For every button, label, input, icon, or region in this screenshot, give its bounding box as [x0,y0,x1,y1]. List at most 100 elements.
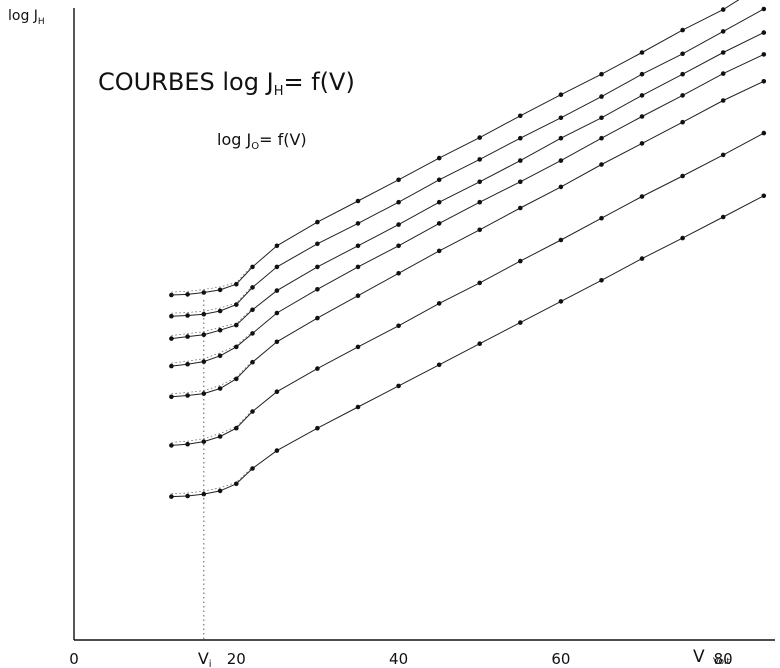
data-point [250,331,255,336]
data-point [250,285,255,290]
x-tick-label: 0 [69,650,79,668]
data-point [720,29,726,34]
data-point [217,386,223,391]
data-point [396,177,401,183]
data-point [250,359,255,365]
data-point [436,221,442,226]
series-line [171,53,765,367]
data-point [680,173,685,179]
data-point [599,94,604,99]
data-point [169,494,174,499]
data-point [680,93,685,98]
data-point [169,336,174,341]
data-point [477,179,483,185]
data-point [234,281,239,287]
data-point [201,391,207,396]
data-point [558,135,564,141]
data-point [234,425,239,431]
data-point [355,264,361,270]
data-point [185,334,190,339]
series-group [169,0,767,499]
data-point [355,344,361,350]
data-point [217,287,223,293]
vi-annotation: Vi [198,649,212,668]
data-point [274,339,280,345]
data-point [477,157,483,162]
data-point [518,179,523,185]
data-point [599,115,604,121]
data-point [185,292,190,297]
data-point [234,344,239,350]
data-point [315,241,320,247]
data-point [274,264,280,270]
data-point [169,313,174,319]
series-line-dotted [171,265,253,293]
data-point [436,362,442,368]
data-point [185,361,190,367]
data-point [518,158,523,163]
data-point [599,162,604,167]
data-point [518,320,523,325]
data-point [234,322,239,328]
data-point [761,130,767,136]
data-point [599,135,604,141]
y-axis-label: log JH [8,8,45,27]
data-point [201,311,207,317]
data-point [680,119,685,125]
data-point [558,184,564,190]
data-point [315,219,320,225]
series-line-dotted [171,331,253,364]
x-axis-unit: Volt [713,657,730,667]
data-point [274,288,280,293]
data-point [169,394,174,400]
data-point [234,302,239,307]
data-point [201,439,207,444]
data-point [436,199,442,205]
data-point [274,389,280,395]
data-point [720,214,726,220]
data-point [720,152,726,158]
x-tick-label: 80 [714,650,733,668]
data-point [234,376,239,382]
data-point [185,393,190,398]
data-point [396,383,401,389]
chart-subtitle: log JO= f(V) [217,130,307,152]
data-point [217,434,223,439]
data-point [680,235,685,241]
data-point [250,466,255,471]
data-point [396,243,401,249]
data-point [315,366,320,371]
series-line-dotted [171,466,253,494]
data-point [518,258,523,264]
data-point [169,363,174,369]
series-line-dotted [171,285,253,314]
data-point [518,113,523,119]
data-point [599,71,604,77]
data-point [169,443,174,448]
data-point [558,115,564,121]
data-point [761,30,767,35]
data-point [234,481,239,487]
data-point [396,323,401,329]
data-point [169,292,174,298]
data-point [761,6,767,12]
data-point [315,264,320,270]
data-point [201,290,207,295]
x-tick-label: 20 [227,650,246,668]
data-point [558,299,564,304]
data-point [518,135,523,141]
data-point [680,71,685,77]
data-point [355,293,361,299]
data-point [599,278,604,283]
data-point [436,155,442,161]
data-point [639,50,645,55]
data-point [680,51,685,57]
data-point [355,198,361,204]
data-point [436,248,442,254]
data-point [477,135,483,140]
x-axis-label: V [693,647,705,667]
data-point [639,71,645,77]
data-point [396,199,401,205]
data-point [201,332,207,338]
